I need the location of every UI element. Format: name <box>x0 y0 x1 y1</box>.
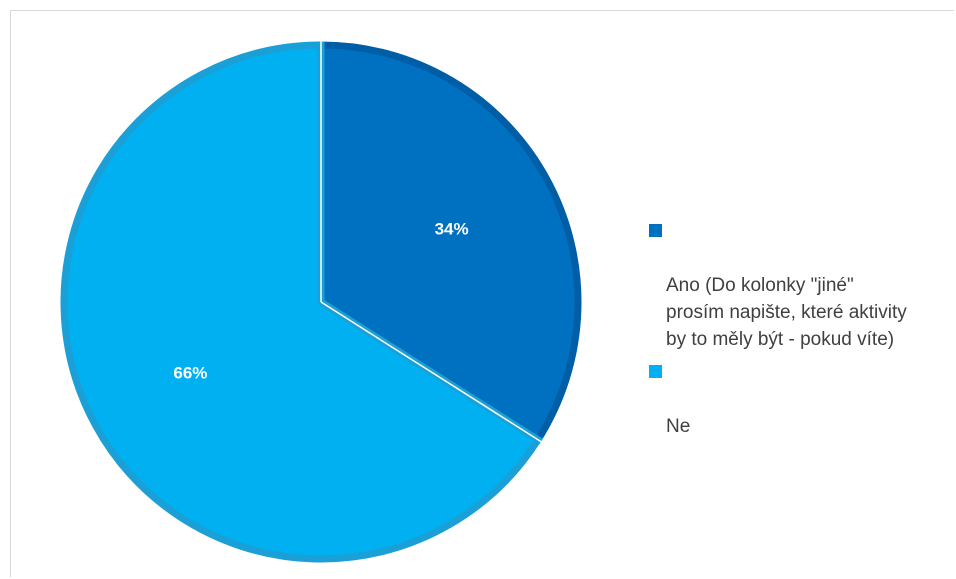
data-label-ne: 66% <box>173 363 207 382</box>
data-label-ano: 34% <box>435 220 469 239</box>
legend: Ano (Do kolonky "jiné" prosím napište, k… <box>649 218 956 446</box>
legend-label-ano: Ano (Do kolonky "jiné" prosím napište, k… <box>666 275 907 350</box>
legend-label-ne: Ne <box>666 416 691 437</box>
chart-area: 34% 66% Ano (Do kolonky "jiné" prosím nap… <box>10 10 954 577</box>
pie-slice-ne <box>60 41 543 563</box>
pie-data-labels: 34% 66% <box>173 220 468 383</box>
pie-slices <box>60 41 582 563</box>
legend-item-ano: Ano (Do kolonky "jiné" prosím napište, k… <box>649 218 956 353</box>
legend-item-ne: Ne <box>649 359 956 440</box>
slice-separator-ne <box>320 301 542 443</box>
pie-chart: 34% 66% <box>60 41 582 563</box>
legend-swatch-ne <box>649 365 662 378</box>
legend-swatch-ano <box>649 224 662 237</box>
